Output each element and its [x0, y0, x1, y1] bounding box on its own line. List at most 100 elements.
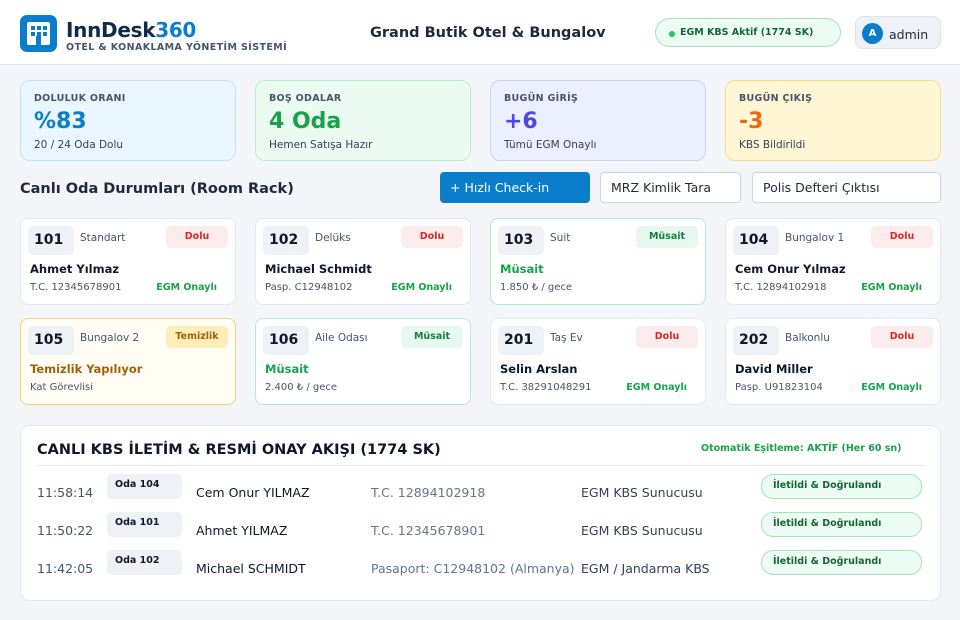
room-card-201[interactable]: 201 Taş Ev Dolu Selin Arslan T.C. 382910… — [490, 318, 706, 405]
room-card-106[interactable]: 106 Aile Odası Müsait Müsait 2.400 ₺ / g… — [255, 318, 471, 405]
log-room: Oda 101 — [107, 512, 182, 537]
log-server: EGM KBS Sunucusu — [581, 485, 703, 500]
room-number: 106 — [263, 326, 309, 355]
room-activity: Temizlik Yapılıyor — [30, 362, 143, 376]
log-time: 11:50:22 — [37, 523, 94, 538]
room-number: 202 — [733, 326, 779, 355]
top-header: InnDesk360 OTEL & KONAKLAMA YÖNETİM SİST… — [0, 0, 960, 65]
room-card-103[interactable]: 103 Suit Müsait Müsait 1.850 ₺ / gece — [490, 218, 706, 305]
room-card-102[interactable]: 102 Delüks Dolu Michael Schmidt Pasp. C1… — [255, 218, 471, 305]
brand-subtitle: OTEL & KONAKLAMA YÖNETİM SİSTEMİ — [66, 42, 288, 53]
room-status-badge: Dolu — [401, 226, 463, 248]
guest-name: Selin Arslan — [500, 362, 578, 376]
kbs-status-badge: EGM KBS Aktif (1774 SK) — [655, 18, 841, 47]
room-number: 201 — [498, 326, 544, 355]
kbs-log-title: CANLI KBS İLETİM & RESMİ ONAY AKIŞI (177… — [37, 442, 441, 458]
log-guest-name: Michael SCHMIDT — [196, 561, 306, 576]
guest-id: T.C. 38291048291 — [500, 382, 592, 393]
room-rack-title: Canlı Oda Durumları (Room Rack) — [20, 181, 294, 197]
stat-card-occupancy: DOLULUK ORANI %83 20 / 24 Oda Dolu — [20, 80, 236, 161]
room-type: Bungalov 2 — [80, 332, 140, 344]
stat-subtext: KBS Bildirildi — [739, 139, 806, 151]
room-availability: Müsait — [265, 362, 309, 376]
stat-label: BUGÜN GİRİŞ — [504, 93, 579, 104]
log-server: EGM / Jandarma KBS — [581, 561, 710, 576]
kbs-log-panel: CANLI KBS İLETİM & RESMİ ONAY AKIŞI (177… — [20, 425, 941, 601]
guest-id: T.C. 12345678901 — [30, 282, 122, 293]
police-register-button[interactable]: Polis Defteri Çıktısı — [752, 172, 941, 203]
stat-value: +6 — [504, 109, 538, 134]
room-type: Standart — [80, 232, 126, 244]
guest-id: T.C. 12894102918 — [735, 282, 827, 293]
log-document: T.C. 12894102918 — [371, 485, 486, 500]
room-status-badge: Dolu — [871, 326, 933, 348]
room-availability: Müsait — [500, 262, 544, 276]
room-number: 101 — [28, 226, 74, 255]
room-type: Bungalov 1 — [785, 232, 845, 244]
room-number: 105 — [28, 326, 74, 355]
egm-status: EGM Onaylı — [391, 282, 452, 293]
log-room: Oda 104 — [107, 474, 182, 499]
hotel-name: Grand Butik Otel & Bungalov — [370, 25, 606, 41]
room-type: Taş Ev — [550, 332, 583, 344]
status-dot-icon — [669, 31, 675, 37]
log-document: T.C. 12345678901 — [371, 523, 486, 538]
room-price: 2.400 ₺ / gece — [265, 382, 338, 393]
room-status-badge: Müsait — [401, 326, 463, 348]
table-row: 11:50:22 Oda 101 Ahmet YILMAZ T.C. 12345… — [21, 512, 942, 550]
egm-status: EGM Onaylı — [156, 282, 217, 293]
guest-name: Ahmet Yılmaz — [30, 262, 120, 276]
log-status-badge: İletildi & Doğrulandı — [761, 512, 922, 537]
log-status-badge: İletildi & Doğrulandı — [761, 474, 922, 499]
guest-id: Pasp. C12948102 — [265, 282, 353, 293]
room-type: Delüks — [315, 232, 351, 244]
room-card-202[interactable]: 202 Balkonlu Dolu David Miller Pasp. U91… — [725, 318, 941, 405]
log-time: 11:42:05 — [37, 561, 94, 576]
egm-status: EGM Onaylı — [626, 382, 687, 393]
mrz-scan-button[interactable]: MRZ Kimlik Tara — [600, 172, 741, 203]
room-status-badge: Dolu — [871, 226, 933, 248]
stat-value: %83 — [34, 109, 87, 134]
stat-label: BUGÜN ÇIKIŞ — [739, 93, 813, 104]
room-number: 104 — [733, 226, 779, 255]
egm-status: EGM Onaylı — [861, 382, 922, 393]
table-row: 11:42:05 Oda 102 Michael SCHMIDT Pasapor… — [21, 550, 942, 588]
log-guest-name: Cem Onur YILMAZ — [196, 485, 310, 500]
room-price: 1.850 ₺ / gece — [500, 282, 573, 293]
quick-checkin-button[interactable]: + Hızlı Check-in — [440, 172, 590, 203]
log-document: Pasaport: C12948102 (Almanya) — [371, 561, 575, 576]
stat-subtext: Tümü EGM Onaylı — [504, 139, 597, 151]
room-status-badge: Temizlik — [166, 326, 228, 348]
log-time: 11:58:14 — [37, 485, 94, 500]
stat-card-checkouts: BUGÜN ÇIKIŞ -3 KBS Bildirildi — [725, 80, 941, 161]
stat-label: BOŞ ODALAR — [269, 93, 342, 104]
room-number: 103 — [498, 226, 544, 255]
log-guest-name: Ahmet YILMAZ — [196, 523, 288, 538]
room-type: Aile Odası — [315, 332, 368, 344]
room-card-101[interactable]: 101 Standart Dolu Ahmet Yılmaz T.C. 1234… — [20, 218, 236, 305]
brand-name: InnDesk360 — [66, 18, 197, 42]
room-type: Balkonlu — [785, 332, 830, 344]
room-staff: Kat Görevlisi — [30, 382, 93, 393]
divider — [37, 465, 925, 466]
stat-card-checkins: BUGÜN GİRİŞ +6 Tümü EGM Onaylı — [490, 80, 706, 161]
egm-status: EGM Onaylı — [861, 282, 922, 293]
guest-name: David Miller — [735, 362, 813, 376]
room-status-badge: Müsait — [636, 226, 698, 248]
room-card-104[interactable]: 104 Bungalov 1 Dolu Cem Onur Yılmaz T.C.… — [725, 218, 941, 305]
room-card-105[interactable]: 105 Bungalov 2 Temizlik Temizlik Yapılıy… — [20, 318, 236, 405]
avatar: A — [862, 23, 883, 44]
stat-label: DOLULUK ORANI — [34, 93, 126, 104]
guest-id: Pasp. U91823104 — [735, 382, 823, 393]
stat-subtext: 20 / 24 Oda Dolu — [34, 139, 124, 151]
stat-card-empty-rooms: BOŞ ODALAR 4 Oda Hemen Satışa Hazır — [255, 80, 471, 161]
stat-value: -3 — [739, 109, 764, 134]
guest-name: Michael Schmidt — [265, 262, 372, 276]
hotel-logo-icon — [20, 15, 57, 52]
auto-sync-status: Otomatik Eşitleme: AKTİF (Her 60 sn) — [701, 443, 902, 454]
stat-subtext: Hemen Satışa Hazır — [269, 139, 373, 151]
room-status-badge: Dolu — [636, 326, 698, 348]
guest-name: Cem Onur Yılmaz — [735, 262, 846, 276]
room-type: Suit — [550, 232, 571, 244]
user-menu[interactable]: A admin — [855, 16, 941, 49]
